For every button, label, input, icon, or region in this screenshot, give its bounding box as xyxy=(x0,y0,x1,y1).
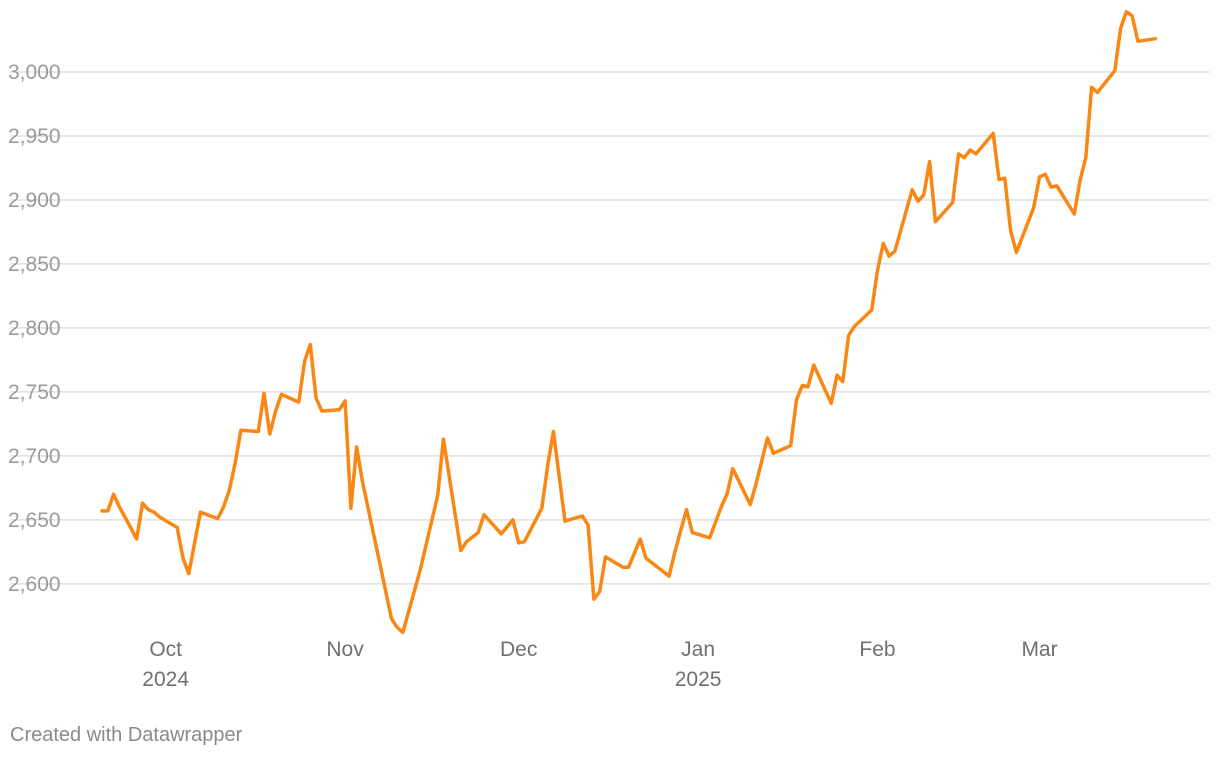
y-tick-label: 2,650 xyxy=(8,509,61,532)
x-tick-sublabel: 2025 xyxy=(675,668,722,691)
y-tick-label: 2,800 xyxy=(8,317,61,340)
x-tick-label: Dec xyxy=(500,638,537,661)
y-tick-label: 2,950 xyxy=(8,125,61,148)
x-tick-label: Feb xyxy=(859,638,895,661)
x-tick-label: Mar xyxy=(1021,638,1057,661)
credit-text: Created with Datawrapper xyxy=(10,724,243,746)
x-tick-label: Nov xyxy=(326,638,364,661)
y-tick-label: 2,850 xyxy=(8,253,61,276)
y-tick-label: 2,600 xyxy=(8,573,61,596)
y-tick-label: 2,700 xyxy=(8,445,61,468)
y-tick-label: 2,750 xyxy=(8,381,61,404)
x-tick-label: Oct xyxy=(149,638,182,661)
y-tick-label: 3,000 xyxy=(8,61,61,84)
series-line xyxy=(100,10,1158,635)
y-tick-label: 2,900 xyxy=(8,189,61,212)
x-tick-label: Jan xyxy=(681,638,715,661)
x-tick-sublabel: 2024 xyxy=(142,668,189,691)
